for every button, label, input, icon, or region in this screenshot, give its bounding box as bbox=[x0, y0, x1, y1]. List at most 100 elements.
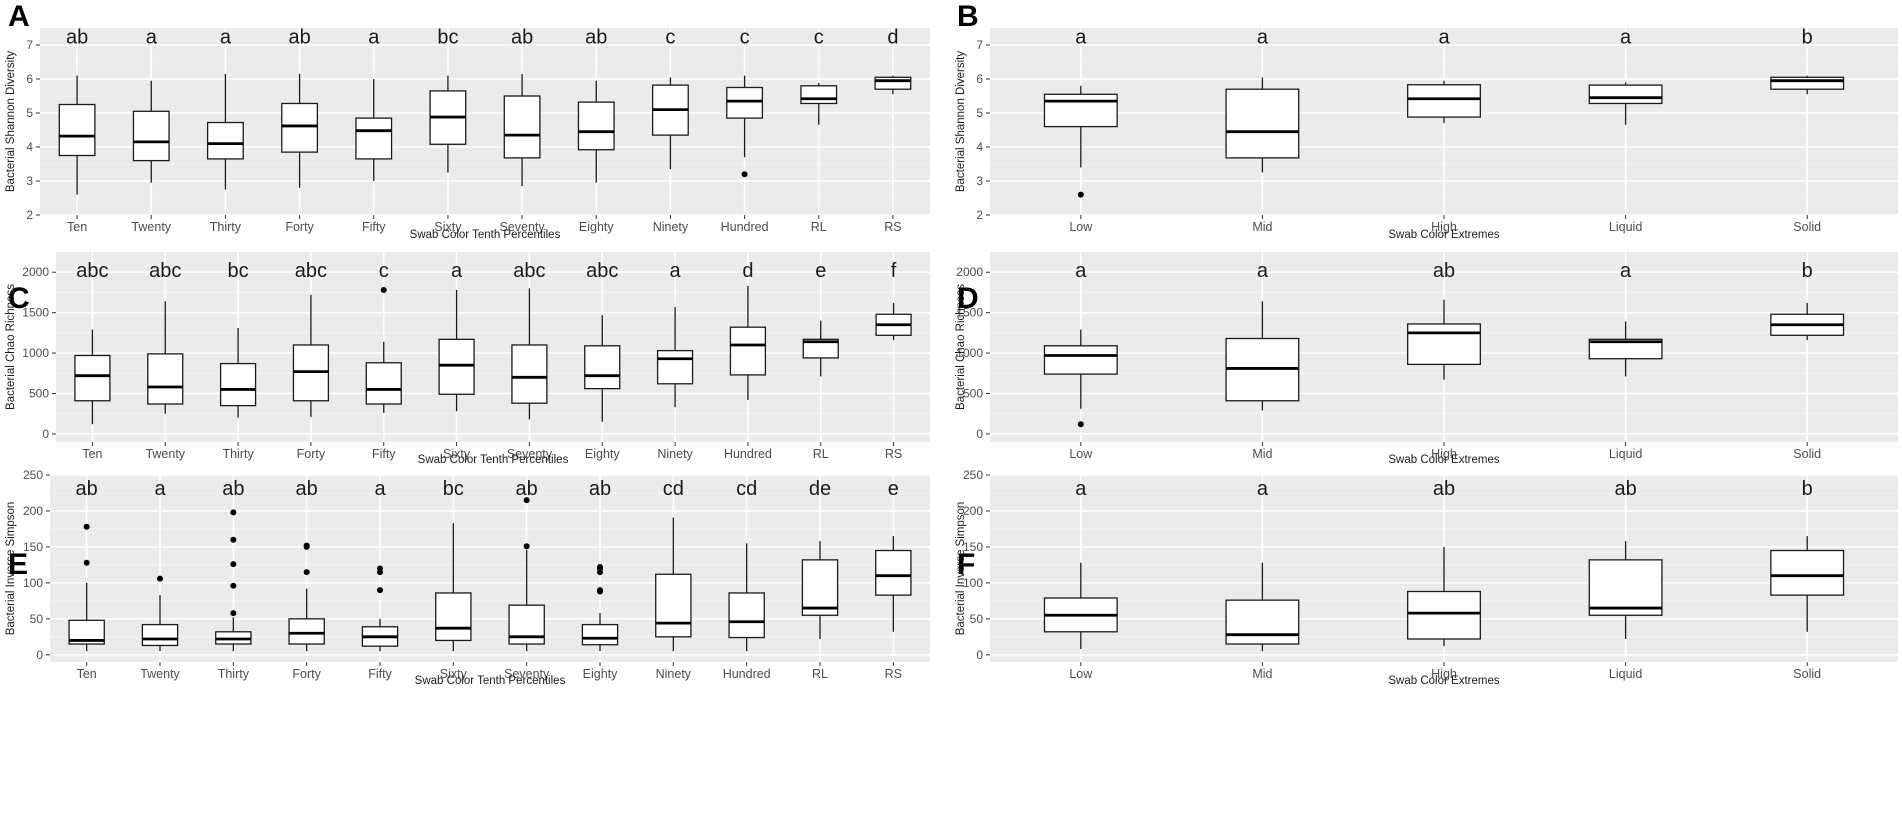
y-tick-label: 5 bbox=[26, 106, 33, 120]
outlier-point bbox=[523, 497, 530, 504]
y-tick-label: 1500 bbox=[956, 306, 983, 320]
significance-letter: c bbox=[665, 27, 675, 49]
x-tick-label: Twenty bbox=[140, 667, 180, 681]
plot-background bbox=[56, 252, 930, 442]
iqr-box bbox=[874, 76, 912, 90]
significance-letter: a bbox=[220, 27, 232, 49]
box-fifty bbox=[355, 79, 393, 181]
box-ninety bbox=[656, 306, 694, 408]
y-tick-label: 7 bbox=[26, 38, 33, 52]
y-tick-label: 7 bbox=[976, 38, 983, 52]
box-high bbox=[1407, 80, 1481, 124]
significance-letter: ab bbox=[76, 478, 98, 500]
panel-f: F 0 50 100 150 200 250 a a ab ab b Low Mid High Liquid S… bbox=[955, 468, 1898, 687]
x-tick-label: Eighty bbox=[583, 667, 618, 681]
x-tick-label: High bbox=[1431, 667, 1457, 681]
y-axis-title: Bacterial Inverse Simpson bbox=[955, 502, 967, 636]
box-hundred bbox=[726, 75, 764, 178]
significance-letter: c bbox=[814, 27, 824, 49]
significance-letter: bc bbox=[228, 260, 249, 282]
box-solid bbox=[1770, 536, 1845, 632]
x-tick-label: Eighty bbox=[579, 220, 614, 234]
significance-letter: ab bbox=[222, 478, 244, 500]
box-eighty bbox=[581, 564, 619, 652]
significance-letter: abc bbox=[149, 260, 181, 282]
x-tick-label: Solid bbox=[1793, 447, 1821, 461]
x-tick-label: RS bbox=[885, 667, 902, 681]
y-axis-title: Bacterial Chao Richness bbox=[5, 284, 17, 410]
significance-letter: ab bbox=[1614, 478, 1636, 500]
box-forty bbox=[288, 542, 325, 652]
y-tick-label: 500 bbox=[963, 386, 983, 400]
box-ninety bbox=[651, 77, 689, 170]
outlier-point bbox=[597, 564, 603, 571]
box-rs bbox=[874, 75, 912, 95]
x-tick-label: Mid bbox=[1252, 447, 1272, 461]
iqr-box bbox=[58, 103, 96, 157]
significance-letter: ab bbox=[589, 478, 611, 500]
box-seventy bbox=[511, 288, 548, 420]
panel-letter: B bbox=[957, 0, 979, 33]
iqr-box bbox=[726, 86, 764, 119]
x-tick-label: Fifty bbox=[368, 667, 392, 681]
panel-letter: C bbox=[8, 282, 30, 315]
box-thirty bbox=[215, 509, 252, 652]
box-low bbox=[1043, 85, 1118, 198]
y-tick-label: 2 bbox=[976, 208, 983, 222]
iqr-box bbox=[288, 618, 325, 645]
box-hundred bbox=[728, 543, 765, 652]
plot-background bbox=[40, 28, 930, 215]
x-tick-label: Seventy bbox=[499, 220, 545, 234]
x-tick-label: Forty bbox=[292, 667, 321, 681]
significance-letter: ab bbox=[516, 478, 538, 500]
x-tick-label: RL bbox=[813, 447, 829, 461]
y-tick-label: 150 bbox=[23, 540, 43, 554]
box-ten bbox=[74, 329, 111, 425]
outlier-point bbox=[597, 587, 603, 594]
box-solid bbox=[1770, 75, 1845, 95]
significance-letter: bc bbox=[443, 478, 464, 500]
x-tick-label: Sixty bbox=[443, 447, 471, 461]
x-tick-label: Low bbox=[1069, 447, 1093, 461]
box-liquid bbox=[1588, 82, 1663, 125]
outlier-point bbox=[741, 171, 748, 178]
box-twenty bbox=[147, 301, 184, 414]
significance-letter: a bbox=[1620, 260, 1632, 282]
x-tick-label: RL bbox=[811, 220, 827, 234]
box-ninety bbox=[655, 517, 692, 652]
outlier-point bbox=[230, 610, 237, 617]
x-tick-label: Ninety bbox=[653, 220, 689, 234]
significance-letter: b bbox=[1802, 260, 1813, 282]
y-tick-label: 1000 bbox=[956, 346, 983, 360]
significance-letter: ab bbox=[1433, 478, 1455, 500]
outlier-point bbox=[303, 542, 310, 549]
x-tick-label: Mid bbox=[1252, 667, 1272, 681]
box-twenty bbox=[132, 80, 170, 183]
y-axis-title: Bacterial Chao Richness bbox=[955, 284, 967, 410]
box-rl bbox=[802, 320, 839, 377]
significance-letter: ab bbox=[296, 478, 318, 500]
iqr-box bbox=[132, 110, 170, 162]
outlier-point bbox=[230, 509, 237, 516]
outlier-point bbox=[1077, 191, 1084, 198]
box-thirty bbox=[219, 328, 257, 418]
panel-letter: F bbox=[957, 548, 975, 581]
box-eighty bbox=[584, 315, 621, 422]
box-seventy bbox=[508, 497, 545, 652]
significance-letter: cd bbox=[736, 478, 757, 500]
significance-letter: ab bbox=[585, 27, 607, 49]
iqr-box bbox=[206, 121, 244, 160]
box-thirty bbox=[206, 73, 244, 190]
significance-letter: e bbox=[888, 478, 899, 500]
significance-letter: a bbox=[1620, 27, 1632, 49]
x-axis-title: Swab Color Extremes bbox=[1388, 454, 1499, 466]
x-axis-title: Swab Color Tenth Percentiles bbox=[410, 229, 561, 241]
x-tick-label: Eighty bbox=[585, 447, 620, 461]
iqr-box bbox=[281, 102, 319, 153]
y-tick-label: 3 bbox=[26, 174, 33, 188]
iqr-box bbox=[219, 362, 257, 407]
box-eighty bbox=[577, 80, 615, 183]
iqr-box bbox=[147, 353, 184, 405]
x-tick-label: Liquid bbox=[1609, 220, 1642, 234]
outlier-point bbox=[83, 559, 90, 566]
